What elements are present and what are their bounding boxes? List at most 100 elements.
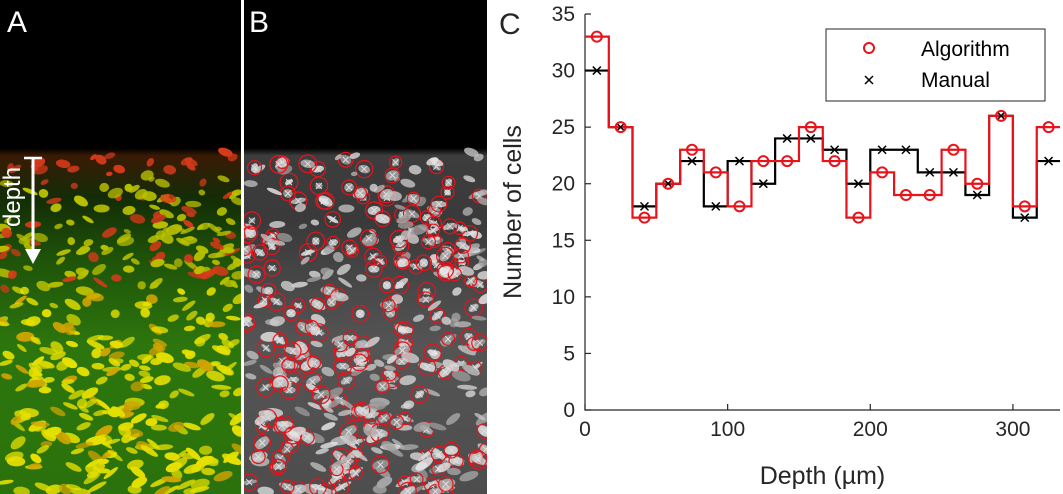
detection-circle: [471, 334, 487, 352]
nucleus: [66, 219, 75, 226]
detection-circle: [373, 254, 388, 269]
manual-mark: [342, 156, 350, 164]
nucleus: [1, 227, 12, 238]
manual-mark: [256, 249, 264, 256]
nucleus: [68, 389, 85, 400]
nucleus-gray: [277, 233, 293, 242]
detection-circle: [429, 307, 446, 324]
nucleus: [97, 434, 113, 445]
nucleus: [93, 409, 108, 417]
nucleus: [70, 182, 78, 190]
nucleus-gray: [320, 267, 333, 277]
algorithm-point: [947, 143, 960, 156]
nucleus-gray: [306, 276, 322, 283]
nucleus-gray: [374, 359, 385, 367]
nucleus: [129, 214, 146, 224]
nucleus: [55, 159, 71, 169]
detection-circle: [322, 283, 337, 299]
nucleus: [86, 339, 105, 350]
panel-label-b: B: [249, 6, 270, 39]
nucleus-gray: [253, 164, 266, 174]
nucleus-gray: [331, 458, 348, 468]
manual-mark: [356, 189, 364, 197]
nucleus: [130, 258, 140, 265]
detection-circle: [316, 483, 333, 494]
nucleus: [183, 488, 197, 494]
nucleus-gray: [356, 274, 367, 282]
nucleus: [212, 266, 229, 276]
nucleus-gray: [452, 287, 462, 296]
nucleus-gray: [330, 292, 349, 302]
nucleus: [87, 481, 107, 493]
nucleus: [25, 316, 41, 327]
algorithm-point: [1018, 200, 1031, 213]
nucleus: [23, 232, 34, 239]
detection-circle: [396, 321, 414, 339]
manual-mark: [404, 487, 412, 494]
nucleus: [231, 425, 241, 437]
nucleus: [100, 347, 111, 357]
nucleus-gray: [244, 359, 257, 366]
nucleus-gray: [428, 422, 447, 431]
nucleus: [218, 333, 229, 341]
nucleus-gray: [336, 263, 351, 276]
manual-mark: [346, 244, 353, 251]
detection-circle: [251, 244, 269, 261]
nucleus: [40, 441, 53, 448]
nucleus: [186, 162, 196, 171]
algorithm-point: [852, 211, 865, 224]
nucleus: [34, 361, 54, 369]
nucleus-gray: [460, 226, 468, 232]
nucleus: [183, 219, 194, 228]
detection-circle: [381, 298, 396, 313]
nucleus: [15, 364, 29, 374]
depth-arrow-label: depth: [0, 166, 26, 227]
nucleus: [228, 412, 240, 421]
algorithm-point: [1042, 121, 1055, 134]
nucleus: [196, 359, 214, 372]
nucleus-gray: [447, 467, 461, 476]
detection-circle: [396, 256, 410, 270]
detection-circle: [337, 151, 354, 168]
nucleus: [164, 452, 180, 461]
nucleus: [54, 430, 71, 445]
manual-mark: [262, 344, 270, 352]
nucleus: [139, 376, 154, 383]
nucleus-gray: [345, 347, 356, 357]
nucleus: [95, 425, 113, 439]
nucleus-gray: [458, 266, 475, 276]
nucleus-gray: [457, 384, 478, 390]
nucleus: [123, 400, 141, 411]
manual-mark: [281, 420, 288, 428]
detection-circle: [409, 472, 424, 487]
x-tick-label: 0: [579, 418, 591, 441]
nucleus: [123, 229, 131, 234]
nucleus: [169, 457, 188, 471]
nucleus: [190, 478, 210, 490]
nucleus-gray: [334, 154, 342, 161]
manual-mark: [338, 483, 346, 491]
detection-circle: [365, 201, 384, 220]
nucleus-gray: [307, 402, 323, 410]
manual-point: [592, 66, 602, 76]
detection-overlay-image: [244, 0, 487, 494]
detection-circle: [351, 304, 369, 323]
nucleus-gray: [338, 204, 355, 213]
nucleus: [154, 178, 170, 188]
nucleus: [103, 466, 118, 480]
nucleus: [75, 267, 89, 277]
x-tick-label: 300: [995, 418, 1030, 441]
nucleus: [160, 193, 177, 204]
manual-mark: [328, 298, 335, 306]
detection-circle: [302, 372, 323, 392]
nucleus: [101, 246, 114, 256]
nucleus: [76, 366, 90, 377]
nucleus-gray: [260, 233, 274, 244]
nucleus: [93, 204, 110, 213]
nucleus: [27, 463, 42, 469]
manual-point: [830, 145, 840, 155]
manual-point: [948, 167, 958, 177]
x-axis-label: Depth (µm): [760, 462, 886, 490]
detection-circle: [281, 358, 296, 373]
nucleus: [54, 223, 63, 230]
